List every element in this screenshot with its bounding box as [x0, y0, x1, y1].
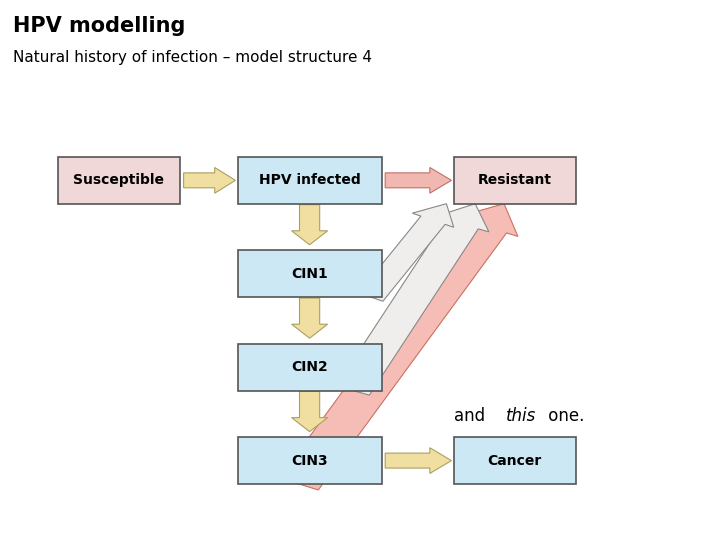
- FancyBboxPatch shape: [238, 251, 382, 297]
- FancyBboxPatch shape: [238, 437, 382, 484]
- Polygon shape: [184, 167, 235, 193]
- Text: Cancer: Cancer: [487, 454, 542, 468]
- Text: Susceptible: Susceptible: [73, 173, 164, 187]
- FancyBboxPatch shape: [238, 157, 382, 204]
- Text: Natural history of infection – model structure 4: Natural history of infection – model str…: [13, 50, 372, 65]
- Polygon shape: [292, 205, 328, 245]
- Text: and: and: [454, 407, 490, 425]
- Polygon shape: [359, 204, 454, 301]
- Text: CIN1: CIN1: [291, 267, 328, 281]
- Polygon shape: [279, 204, 518, 490]
- FancyBboxPatch shape: [454, 157, 576, 204]
- FancyBboxPatch shape: [58, 157, 180, 204]
- Polygon shape: [385, 167, 451, 193]
- Text: one.: one.: [543, 407, 584, 425]
- Polygon shape: [385, 448, 451, 474]
- Polygon shape: [292, 392, 328, 431]
- FancyBboxPatch shape: [454, 437, 576, 484]
- Polygon shape: [336, 204, 489, 395]
- Text: HPV infected: HPV infected: [258, 173, 361, 187]
- Text: this: this: [505, 407, 536, 425]
- FancyBboxPatch shape: [238, 344, 382, 390]
- Text: CIN2: CIN2: [291, 360, 328, 374]
- Polygon shape: [292, 298, 328, 338]
- Text: HPV modelling: HPV modelling: [13, 16, 185, 36]
- Text: CIN3: CIN3: [292, 454, 328, 468]
- Text: Resistant: Resistant: [478, 173, 552, 187]
